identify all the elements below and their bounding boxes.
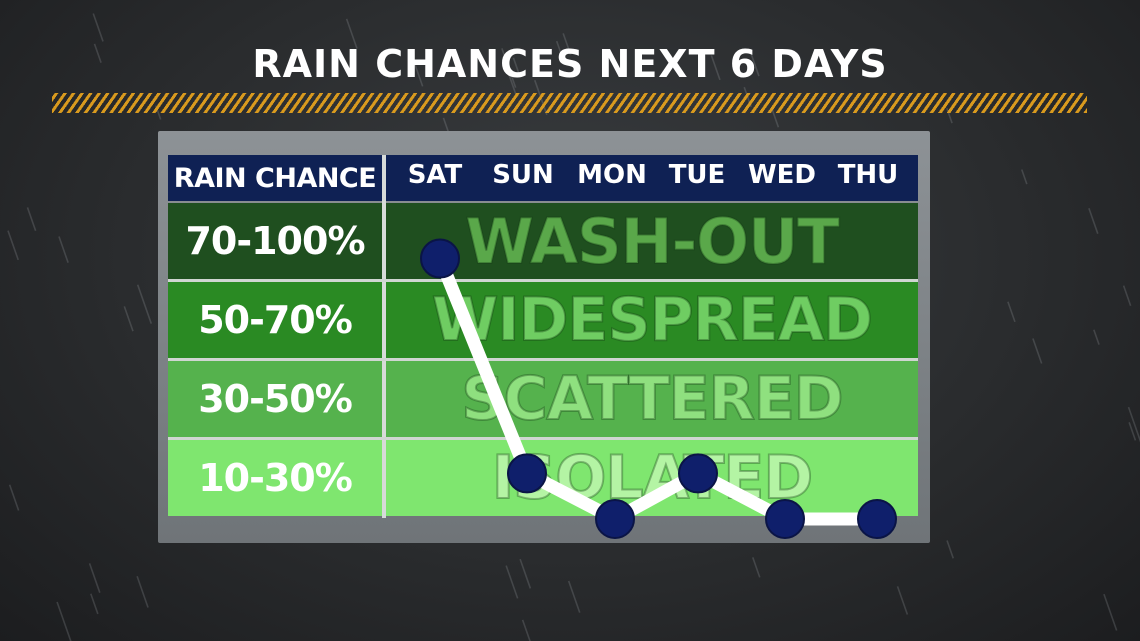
rain-streak [345, 18, 358, 49]
rain-streak [502, 57, 518, 98]
rain-streak [1020, 169, 1028, 185]
data-point-tue [678, 453, 718, 494]
rain-streak [1032, 338, 1043, 364]
rain-streak [1088, 208, 1099, 234]
range-label-50-70: 50-70% [198, 298, 353, 342]
rain-streak [90, 593, 99, 615]
day-label-wed: WED [747, 160, 817, 190]
category-scattered: SCATTERED [460, 363, 844, 435]
range-label-70-100: 70-100% [185, 219, 365, 263]
page-title: RAIN CHANCES NEXT 6 DAYS [252, 42, 888, 86]
row-divider [168, 437, 918, 440]
row-widespread [168, 282, 918, 358]
rain-streak [519, 558, 532, 589]
rain-streak [56, 601, 72, 641]
data-point-sat [420, 238, 460, 279]
day-label-thu: THU [837, 160, 899, 190]
data-point-sun [507, 453, 547, 494]
day-label-sun: SUN [492, 160, 554, 190]
rain-streak [1093, 329, 1100, 345]
rain-streak [1127, 406, 1140, 443]
rain-streak [562, 33, 572, 55]
row-divider [168, 279, 918, 282]
range-label-30-50: 30-50% [198, 377, 353, 421]
rain-streak [93, 43, 102, 63]
data-point-thu [857, 499, 897, 539]
day-label-sat: SAT [407, 160, 463, 190]
rain-streak [752, 557, 761, 578]
rain-streak [748, 48, 760, 77]
rain-streak [8, 484, 20, 511]
title-underline-hatch [52, 93, 1087, 113]
column-divider [382, 155, 386, 518]
rain-streak [26, 207, 37, 232]
rain-streak [7, 230, 19, 261]
rain-streak [521, 619, 531, 641]
data-point-wed [765, 499, 805, 539]
rain-streak [92, 13, 104, 42]
rain-streak [512, 57, 520, 74]
rain-streak [1122, 285, 1132, 306]
rain-streak [136, 284, 153, 324]
rain-streak [501, 48, 517, 88]
rain-streak [1128, 422, 1137, 441]
rain-streak [1103, 593, 1118, 631]
row-wash-out [168, 203, 918, 279]
row-divider [168, 358, 918, 361]
rain-streak [58, 236, 69, 263]
day-label-tue: TUE [668, 160, 726, 190]
rain-streak [88, 563, 101, 593]
series-line [433, 256, 877, 526]
rain-streak [896, 586, 909, 615]
rain-streak [1007, 301, 1016, 323]
rain-streak [408, 49, 424, 87]
rain-streak [946, 540, 955, 559]
rain-streak [123, 306, 134, 332]
day-header-bar [386, 155, 918, 201]
rain-streak [567, 580, 581, 613]
day-label-mon: MON [577, 160, 647, 190]
rain-chance-header: RAIN CHANCE [168, 155, 382, 201]
range-label-10-30: 10-30% [198, 456, 353, 500]
rain-streak [555, 40, 566, 65]
rain-streak [136, 575, 149, 608]
rain-streak [710, 55, 721, 81]
row-scattered [168, 361, 918, 437]
category-widespread: WIDESPREAD [431, 284, 874, 356]
category-wash-out: WASH-OUT [464, 204, 840, 279]
data-point-mon [595, 499, 635, 539]
rain-streak [505, 565, 519, 599]
